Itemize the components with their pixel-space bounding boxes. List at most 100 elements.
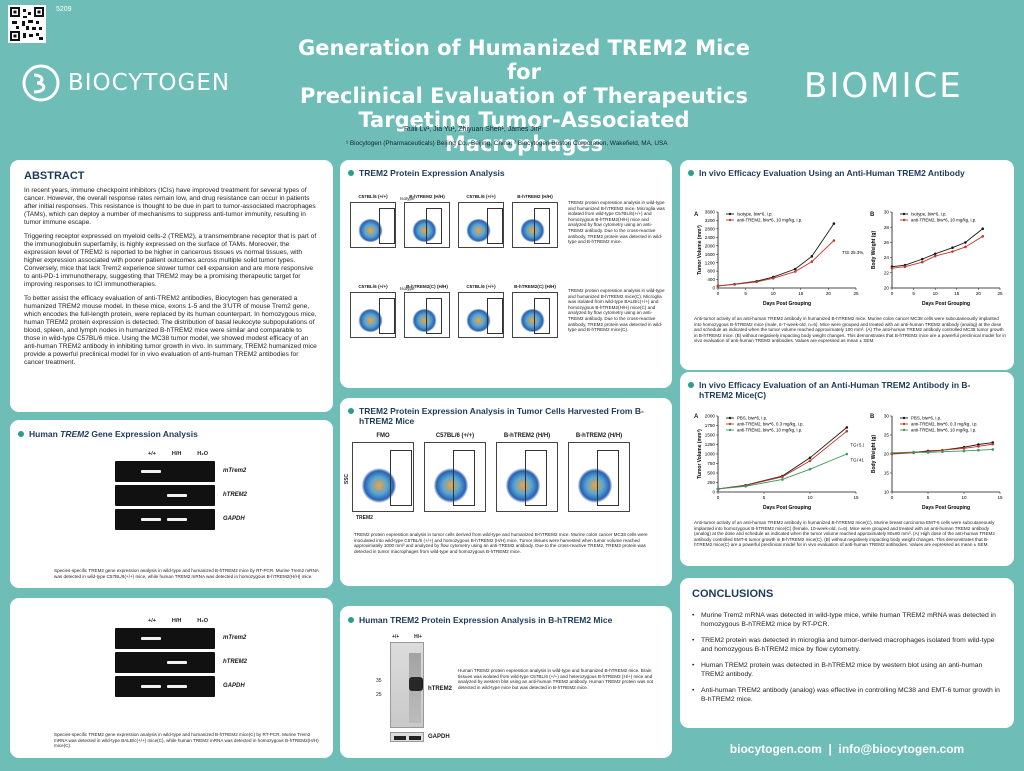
annotation-label: TGI 5.1% xyxy=(850,442,864,447)
x-tick-label: 10 xyxy=(807,495,813,500)
data-point xyxy=(964,245,967,249)
x-tick-label: 5 xyxy=(744,291,747,296)
legend-label: anti-TREM2, biw*6, 0.3 mg/kg, i.p. xyxy=(737,422,804,427)
data-point xyxy=(903,265,907,269)
flow-plot-label: C57BL/6 (+/+) xyxy=(466,194,496,199)
data-point xyxy=(808,459,812,463)
x-axis-label: Days Post Grouping xyxy=(763,505,811,511)
x-tick-label: 15 xyxy=(997,495,1003,500)
lane-label: H/+ xyxy=(414,634,422,640)
lane-label: +/+ xyxy=(148,451,156,457)
data-point xyxy=(951,250,954,253)
legend-marker xyxy=(902,218,906,222)
flow-plot xyxy=(352,442,414,512)
protein-expression-caption-2: TREM2 protein expression analysis in wil… xyxy=(568,288,665,333)
flow-plot xyxy=(512,202,558,248)
biocytogen-logo: BIOCYTOGEN xyxy=(22,64,230,102)
data-point xyxy=(962,449,966,453)
data-point xyxy=(810,255,814,258)
data-point xyxy=(977,443,980,446)
abstract-paragraph-1: In recent years, immune checkpoint inhib… xyxy=(24,187,316,226)
data-point xyxy=(920,257,924,261)
y-tick-label: 26 xyxy=(884,240,890,245)
y-tick-label: 400 xyxy=(707,277,715,282)
y-tick-label: 1500 xyxy=(705,433,716,438)
y-tick-label: 20 xyxy=(884,452,890,457)
y-tick-label: 250 xyxy=(707,480,715,485)
y-tick-label: 2400 xyxy=(705,235,716,240)
y-tick-label: 0 xyxy=(712,286,715,291)
gel-image-gapdh xyxy=(115,509,215,530)
y-tick-label: 1750 xyxy=(705,423,716,428)
lane-label: H₂O xyxy=(197,618,208,624)
section-bullet-icon xyxy=(688,382,694,388)
qr-code xyxy=(8,5,46,43)
data-point xyxy=(793,270,797,273)
legend-label: anti-TREM2, biw*6, 10 mg/kg, i.p. xyxy=(911,218,976,223)
body-weight-chart-2: 10 15 20 25 30 0 5 10 15 Days Post Grouping Body W… xyxy=(871,414,1003,511)
data-point xyxy=(781,475,784,479)
x-tick-label: 5 xyxy=(763,495,766,500)
gene-expression-panel: Human TREM2 Gene Expression Analysis +/+… xyxy=(10,420,333,588)
y-tick-label: 750 xyxy=(707,461,715,466)
data-point xyxy=(810,260,814,263)
legend-label: anti-TREM2, biw*6, 10 mg/kg, i.p. xyxy=(737,218,802,223)
y-tick-label: 3600 xyxy=(705,210,716,215)
flow-plot-label: C57BL/6 (+/+) xyxy=(466,284,496,289)
series-line xyxy=(717,240,835,287)
mw-marker: 35 xyxy=(376,678,382,684)
gel-label: mTrem2 xyxy=(223,635,247,641)
affiliations: ¹ Biocytogen (Pharmaceuticals) Beijing C… xyxy=(346,140,668,147)
x-tick-label: 15 xyxy=(853,495,859,500)
flow-plot xyxy=(458,292,504,338)
y-tick-label: 20 xyxy=(884,286,890,291)
data-point xyxy=(845,426,849,429)
gel-label: GAPDH xyxy=(223,683,245,689)
isotype-label: Isotype xyxy=(400,196,415,201)
y-axis-label: Tumor Volume (mm³) xyxy=(697,429,703,479)
data-point xyxy=(771,276,775,280)
legend-marker xyxy=(728,212,732,216)
data-point xyxy=(933,252,937,256)
gel-image-mtrem2 xyxy=(115,628,215,649)
y-tick-label: 2000 xyxy=(705,243,716,248)
lane-label: H/H xyxy=(171,618,182,624)
legend-label: Isotype, biw*6, i.p. xyxy=(737,212,773,217)
x-tick-label: 0 xyxy=(717,291,720,296)
western-blot-title: Human TREM2 Protein Expression Analysis … xyxy=(348,615,612,625)
biocytogen-logo-icon xyxy=(22,64,60,102)
series-line xyxy=(717,223,835,287)
flow-plot-label: B-hTREM2(C) (H/H) xyxy=(406,284,448,289)
x-tick-label: 25 xyxy=(853,291,859,296)
abstract-panel: ABSTRACT In recent years, immune checkpo… xyxy=(10,160,333,412)
annotation-label: TGI 41.2% xyxy=(850,458,864,463)
legend-marker xyxy=(728,422,732,426)
panel-letter: A xyxy=(694,212,699,218)
data-point xyxy=(977,448,980,452)
lane-label: +/+ xyxy=(148,618,156,624)
y-tick-label: 1600 xyxy=(705,252,716,257)
flow-plot xyxy=(404,202,450,248)
flow-plot xyxy=(424,442,486,512)
isotype-label: Isotype xyxy=(400,286,415,291)
y-tick-label: 22 xyxy=(884,270,890,275)
title-line-2: Preclinical Evaluation of Therapeutics xyxy=(300,84,748,108)
footer-contact[interactable]: biocytogen.com | info@biocytogen.com xyxy=(729,742,965,756)
data-point xyxy=(933,254,937,258)
x-tick-label: 5 xyxy=(912,291,915,296)
legend-label: anti-TREM2, biw*6, 0.3 mg/kg, i.p. xyxy=(911,422,978,427)
poster-id: 5209 xyxy=(56,6,72,13)
section-bullet-icon xyxy=(348,170,354,176)
efficacy-1-caption: Anti-tumor activity of an anti-human TRE… xyxy=(694,316,1006,344)
wb-label: hTREM2 xyxy=(428,686,452,692)
y-tick-label: 1250 xyxy=(705,442,716,447)
legend-label: anti-TREM2, biw*6, 10 mg/kg, i.p. xyxy=(911,428,976,433)
flow-plot-label: C57BL/6 (+/+) xyxy=(358,194,388,199)
legend-marker xyxy=(728,218,732,222)
y-tick-label: 24 xyxy=(884,255,890,260)
x-tick-label: 10 xyxy=(961,495,967,500)
data-point xyxy=(951,246,954,250)
data-point xyxy=(793,267,797,271)
y-tick-label: 2800 xyxy=(705,226,716,231)
flow-plot xyxy=(350,292,396,338)
